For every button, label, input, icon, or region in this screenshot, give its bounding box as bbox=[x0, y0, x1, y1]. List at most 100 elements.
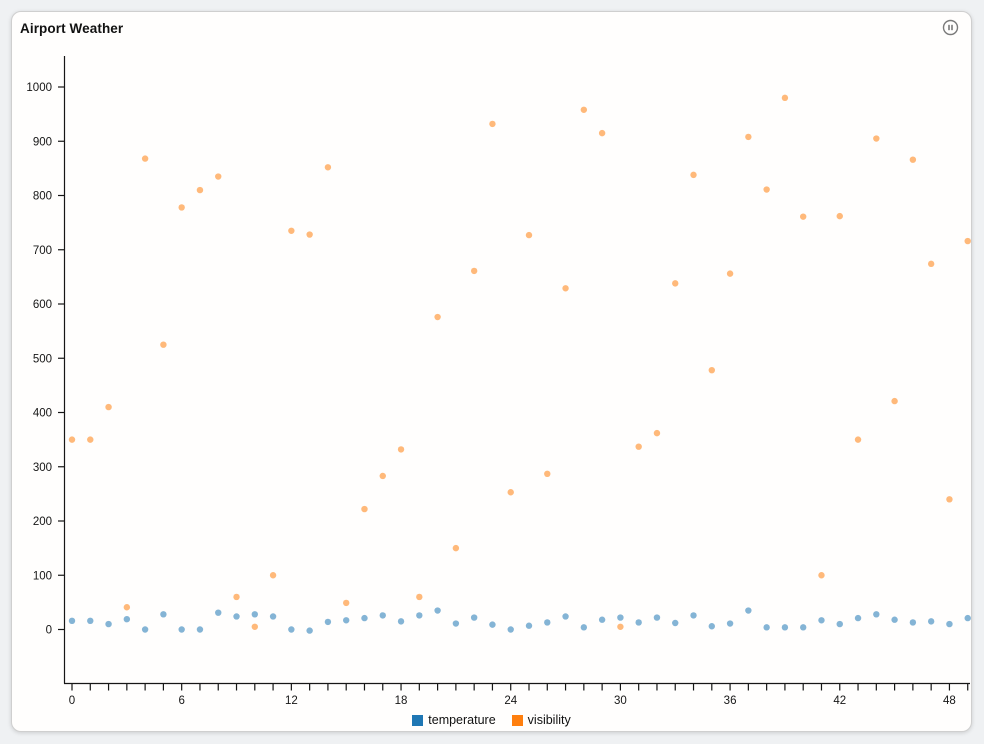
data-point-temperature[interactable] bbox=[470, 614, 478, 621]
data-point-temperature[interactable] bbox=[343, 617, 350, 624]
data-point-temperature[interactable] bbox=[178, 626, 185, 633]
data-point-temperature[interactable] bbox=[141, 626, 149, 633]
data-point-temperature[interactable] bbox=[215, 609, 222, 616]
legend-item-temperature[interactable]: temperature bbox=[412, 713, 496, 727]
data-point-visibility[interactable] bbox=[708, 366, 715, 374]
data-point-visibility[interactable] bbox=[470, 267, 478, 275]
data-point-visibility[interactable] bbox=[397, 446, 405, 453]
data-point-temperature[interactable] bbox=[160, 611, 167, 618]
data-point-temperature[interactable] bbox=[854, 614, 862, 622]
data-point-visibility[interactable] bbox=[507, 489, 514, 496]
data-point-temperature[interactable] bbox=[525, 622, 533, 629]
data-point-visibility[interactable] bbox=[946, 496, 953, 503]
data-point-temperature[interactable] bbox=[397, 618, 405, 625]
data-point-visibility[interactable] bbox=[105, 403, 112, 411]
data-point-visibility[interactable] bbox=[196, 186, 204, 194]
data-point-temperature[interactable] bbox=[617, 614, 624, 621]
data-point-visibility[interactable] bbox=[927, 260, 935, 268]
data-point-visibility[interactable] bbox=[416, 593, 423, 601]
data-point-temperature[interactable] bbox=[836, 620, 843, 628]
data-point-temperature[interactable] bbox=[507, 626, 514, 633]
data-point-temperature[interactable] bbox=[964, 614, 971, 622]
data-point-temperature[interactable] bbox=[434, 607, 441, 614]
data-point-visibility[interactable] bbox=[361, 505, 368, 513]
data-point-visibility[interactable] bbox=[763, 186, 770, 193]
data-point-temperature[interactable] bbox=[68, 617, 76, 625]
data-point-temperature[interactable] bbox=[946, 620, 953, 628]
data-point-temperature[interactable] bbox=[269, 613, 277, 620]
data-point-visibility[interactable] bbox=[160, 341, 167, 348]
data-point-visibility[interactable] bbox=[525, 231, 533, 239]
data-point-visibility[interactable] bbox=[306, 231, 313, 238]
legend-item-visibility[interactable]: visibility bbox=[511, 713, 571, 727]
data-point-temperature[interactable] bbox=[708, 623, 715, 630]
data-point-temperature[interactable] bbox=[873, 611, 880, 618]
data-point-temperature[interactable] bbox=[306, 627, 313, 634]
data-point-temperature[interactable] bbox=[635, 619, 642, 626]
data-point-visibility[interactable] bbox=[434, 313, 441, 321]
data-point-visibility[interactable] bbox=[68, 436, 76, 443]
data-point-temperature[interactable] bbox=[781, 624, 789, 631]
data-point-temperature[interactable] bbox=[544, 619, 551, 626]
data-point-temperature[interactable] bbox=[452, 620, 460, 627]
data-point-visibility[interactable] bbox=[379, 472, 386, 480]
data-point-temperature[interactable] bbox=[598, 616, 606, 623]
data-point-visibility[interactable] bbox=[873, 135, 880, 142]
data-point-temperature[interactable] bbox=[909, 619, 917, 626]
data-point-visibility[interactable] bbox=[635, 443, 642, 450]
data-point-temperature[interactable] bbox=[489, 621, 496, 628]
data-point-visibility[interactable] bbox=[580, 106, 588, 113]
data-point-visibility[interactable] bbox=[836, 212, 843, 220]
data-point-visibility[interactable] bbox=[818, 572, 825, 579]
data-point-visibility[interactable] bbox=[178, 204, 185, 211]
data-point-visibility[interactable] bbox=[672, 280, 679, 287]
data-point-visibility[interactable] bbox=[800, 213, 807, 220]
data-point-visibility[interactable] bbox=[964, 237, 971, 245]
data-point-temperature[interactable] bbox=[196, 626, 204, 633]
data-point-visibility[interactable] bbox=[141, 155, 149, 162]
data-point-temperature[interactable] bbox=[288, 626, 295, 633]
data-point-visibility[interactable] bbox=[854, 436, 862, 443]
data-point-temperature[interactable] bbox=[800, 624, 807, 631]
data-point-visibility[interactable] bbox=[891, 397, 898, 405]
data-point-temperature[interactable] bbox=[653, 614, 661, 621]
data-point-temperature[interactable] bbox=[105, 620, 112, 628]
data-point-temperature[interactable] bbox=[87, 617, 94, 625]
data-point-visibility[interactable] bbox=[269, 572, 277, 579]
data-point-temperature[interactable] bbox=[672, 619, 679, 627]
data-point-visibility[interactable] bbox=[288, 227, 295, 234]
data-point-visibility[interactable] bbox=[690, 171, 697, 179]
data-point-visibility[interactable] bbox=[653, 429, 661, 437]
data-point-temperature[interactable] bbox=[745, 607, 752, 614]
data-point-temperature[interactable] bbox=[690, 612, 697, 619]
data-point-temperature[interactable] bbox=[580, 624, 588, 631]
data-point-temperature[interactable] bbox=[726, 620, 734, 627]
data-point-temperature[interactable] bbox=[251, 611, 258, 618]
data-point-temperature[interactable] bbox=[562, 613, 569, 620]
data-point-visibility[interactable] bbox=[781, 94, 789, 102]
data-point-temperature[interactable] bbox=[233, 613, 240, 620]
data-point-visibility[interactable] bbox=[343, 599, 350, 607]
data-point-temperature[interactable] bbox=[818, 617, 825, 624]
data-point-visibility[interactable] bbox=[489, 120, 496, 128]
data-point-visibility[interactable] bbox=[233, 593, 240, 601]
data-point-temperature[interactable] bbox=[123, 615, 131, 623]
data-point-visibility[interactable] bbox=[745, 133, 752, 141]
data-point-visibility[interactable] bbox=[123, 604, 131, 611]
data-point-visibility[interactable] bbox=[909, 156, 917, 163]
data-point-visibility[interactable] bbox=[324, 164, 332, 171]
data-point-temperature[interactable] bbox=[763, 624, 770, 631]
data-point-visibility[interactable] bbox=[452, 544, 460, 552]
data-point-visibility[interactable] bbox=[544, 470, 551, 478]
data-point-temperature[interactable] bbox=[927, 618, 935, 625]
data-point-temperature[interactable] bbox=[379, 612, 386, 619]
pause-circle-icon[interactable] bbox=[941, 18, 959, 36]
data-point-temperature[interactable] bbox=[324, 618, 332, 626]
data-point-visibility[interactable] bbox=[87, 436, 94, 443]
data-point-visibility[interactable] bbox=[215, 173, 222, 180]
data-point-visibility[interactable] bbox=[617, 623, 624, 630]
data-point-visibility[interactable] bbox=[251, 623, 258, 630]
data-point-temperature[interactable] bbox=[361, 614, 368, 622]
data-point-visibility[interactable] bbox=[598, 129, 606, 137]
data-point-temperature[interactable] bbox=[416, 612, 423, 619]
